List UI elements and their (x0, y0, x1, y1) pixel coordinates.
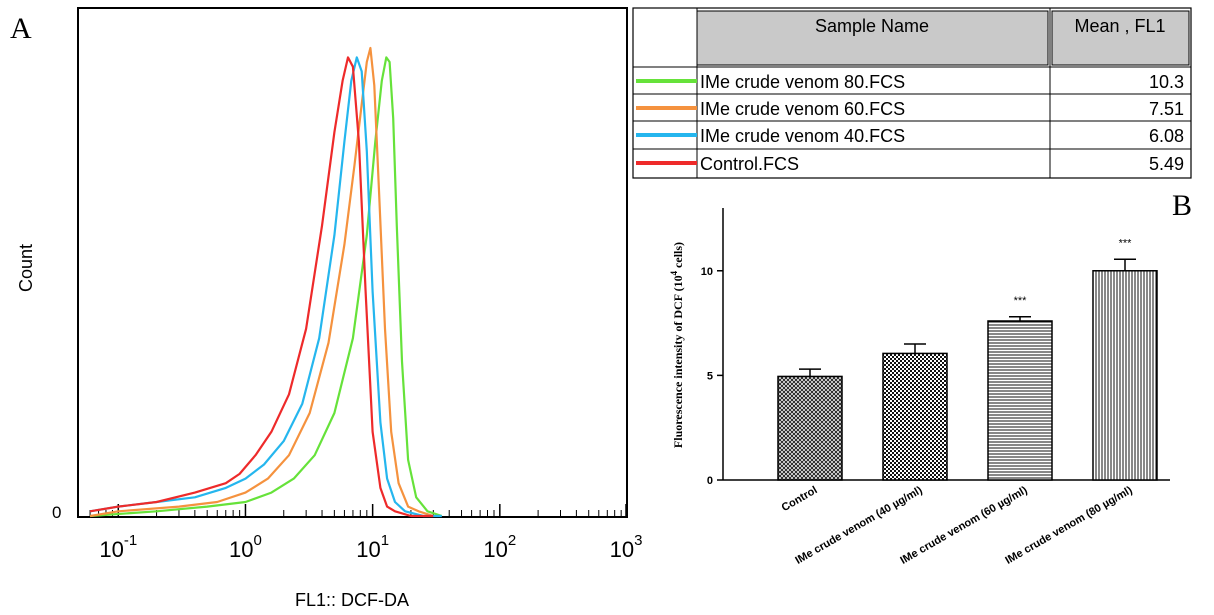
histogram-series-line (89, 56, 434, 518)
table-header-mean: Mean , FL1 (1074, 16, 1165, 36)
table-row-mean: 10.3 (1149, 72, 1184, 92)
bar-category-label: Control (780, 484, 820, 514)
table-row: IMe crude venom 60.FCS 7.51 (636, 99, 1184, 119)
table-row-mean: 5.49 (1149, 154, 1184, 174)
table-row-sample-name: Control.FCS (700, 154, 799, 174)
table-row-sample-name: IMe crude venom 60.FCS (700, 99, 905, 119)
histogram-curves (89, 46, 443, 518)
histogram-y-zero-label: 0 (52, 503, 61, 522)
table-header-mean-cell (1051, 10, 1190, 66)
table-row-sample-name: IMe crude venom 80.FCS (700, 72, 905, 92)
bar-y-tick-label: 10 (701, 266, 713, 278)
bar-chart-y-ticks: 0 5 10 (701, 266, 723, 487)
histogram-series-line (89, 56, 442, 518)
table-row: Control.FCS 5.49 (636, 154, 1184, 174)
x-tick-label: 10-1 (99, 532, 137, 562)
significance-marker: *** (1014, 295, 1028, 307)
table-row: IMe crude venom 80.FCS 10.3 (636, 72, 1184, 92)
bar-chart-y-axis-label: Fluorescence intensity of DCF (104 cells… (669, 242, 685, 448)
x-tick-label: 100 (229, 532, 262, 562)
histogram-series-line (90, 56, 443, 518)
bar-y-tick-label: 5 (707, 370, 713, 382)
table-row-mean: 7.51 (1149, 99, 1184, 119)
table-header-sample-name: Sample Name (815, 16, 929, 36)
bar-chart-bars: *** *** (777, 237, 1158, 481)
histogram-x-axis-label: FL1:: DCF-DA (295, 590, 409, 610)
histogram-x-ticks: 10-1 100 101 102 103 (99, 504, 642, 562)
bar-y-tick-label: 0 (707, 475, 713, 487)
bar (882, 352, 948, 481)
x-tick-label: 102 (483, 532, 516, 562)
histogram-y-axis-label: Count (16, 244, 36, 292)
sample-table: Sample Name Mean , FL1 IMe crude venom 8… (632, 7, 1192, 179)
panel-label-b: B (1172, 189, 1192, 222)
panel-label-a: A (10, 12, 32, 45)
x-tick-label: 103 (610, 532, 643, 562)
bar (987, 320, 1053, 481)
histogram-frame (77, 7, 628, 518)
table-header-name-cell (696, 10, 1049, 66)
bar-chart-y-label-sup: 4 (669, 270, 679, 275)
bar (1092, 270, 1158, 481)
table-row-mean: 6.08 (1149, 126, 1184, 146)
bar-chart-y-label-main: Fluorescence intensity of DCF (10 (671, 275, 685, 448)
table-row-sample-name: IMe crude venom 40.FCS (700, 126, 905, 146)
table-row: IMe crude venom 40.FCS 6.08 (636, 126, 1184, 146)
x-tick-label: 101 (356, 532, 389, 562)
significance-marker: *** (1119, 237, 1133, 249)
bar-chart-y-label-end: cells) (671, 242, 685, 271)
table-outer (632, 7, 1192, 179)
bar (777, 375, 843, 481)
